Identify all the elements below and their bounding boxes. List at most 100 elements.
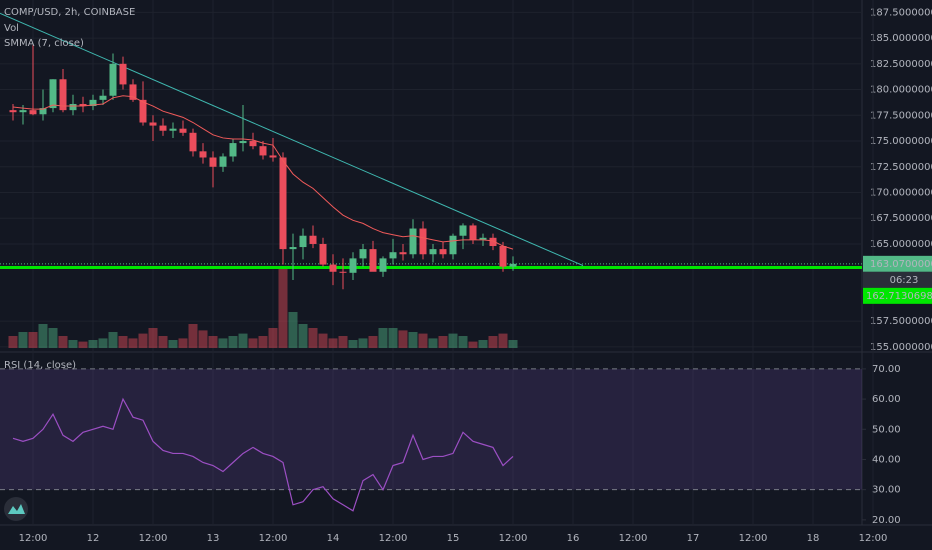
candle-body [249,141,257,147]
volume-bar [278,268,288,348]
volume-bar [288,312,298,348]
volume-bar [258,336,268,348]
volume-bar [428,338,438,348]
candle-body [169,128,177,131]
candle-body [149,122,157,126]
volume-bar [58,336,68,348]
x-tick-label: 12:00 [379,533,408,544]
volume-bar [318,333,328,348]
x-tick-label: 12:00 [739,533,768,544]
candle-body [359,249,367,259]
candle-body [429,249,437,255]
candle-body [19,110,27,113]
candle-body [499,246,507,267]
smma-label: SMMA (7, close) [4,38,84,49]
volume-bar [488,336,498,348]
candle-body [409,228,417,255]
candle-body [29,110,37,115]
y-tick-label: 170.00000000 [870,188,932,199]
candle-body [489,237,497,247]
volume-bar [268,328,278,348]
candle-body [309,235,317,244]
candle-body [109,63,117,96]
volume-bar [508,340,518,348]
volume-bar [158,336,168,348]
volume-bar [78,341,88,348]
candle-body [449,235,457,255]
volume-bar [88,340,98,348]
candle-body [79,103,87,107]
candle-body [469,225,477,240]
volume-bar [148,328,158,348]
volume-bar [498,333,508,348]
y-tick-label: 177.50000000 [870,110,932,121]
volume-bar [478,340,488,348]
candle-body [39,108,47,115]
y-tick-label: 157.50000000 [870,316,932,327]
candle-body [69,103,77,111]
x-tick-label: 12:00 [619,533,648,544]
candle-body [189,132,197,152]
volume-bar [298,324,308,348]
volume-bar [468,341,478,348]
x-tick-label: 18 [807,533,820,544]
x-tick-label: 12:00 [19,533,48,544]
volume-bar [108,332,118,348]
volume-bar [368,336,378,348]
candle-body [329,264,337,272]
volume-bar [238,333,248,348]
candle-body [479,237,487,240]
volume-bar [458,336,468,348]
candle-body [209,157,217,167]
trendline [0,12,584,267]
x-tick-label: 12 [87,533,100,544]
candle-body [349,258,357,273]
candle-body [289,247,297,250]
volume-bar [328,338,338,348]
x-tick-label: 12:00 [859,533,888,544]
volume-bar [168,340,178,348]
volume-bar [98,338,108,348]
volume-bar [358,338,368,348]
y-tick-label: 60.00 [872,394,901,405]
volume-bar [138,333,148,348]
countdown-box [863,271,932,288]
y-tick-label: 187.50000000 [870,7,932,18]
rsi-line [12,397,514,512]
candle-body [259,146,267,156]
volume-bar [438,336,448,348]
candle-body [119,63,127,85]
candle-body [439,249,447,255]
volume-bar [418,333,428,348]
volume-bar [178,338,188,348]
volume-bar [128,338,138,348]
rsi-band-fill [0,368,862,490]
volume-bar [448,333,458,348]
x-tick-label: 15 [447,533,460,544]
x-tick-label: 16 [567,533,580,544]
candle-body [9,110,17,113]
y-tick-label: 165.00000000 [870,239,932,250]
x-tick-label: 12:00 [259,533,288,544]
volume-bar [308,328,318,348]
candle-body [59,79,67,111]
y-tick-label: 70.00 [872,364,901,375]
support-price-label: 162.71306984 [866,291,932,302]
y-tick-label: 40.00 [872,454,901,465]
y-tick-label: 175.00000000 [870,136,932,147]
candle-body [89,99,97,107]
rsi-label: RSI (14, close) [4,360,76,371]
candle-body [219,156,227,167]
logo [4,497,28,521]
x-tick-label: 14 [327,533,340,544]
candle-body [369,249,377,272]
last-price-label: 163.07000000 [870,259,932,270]
volume-bar [188,324,198,348]
y-tick-label: 182.50000000 [870,59,932,70]
volume-bar [248,338,258,348]
x-tick-label: 17 [687,533,700,544]
y-tick-label: 30.00 [872,485,901,496]
